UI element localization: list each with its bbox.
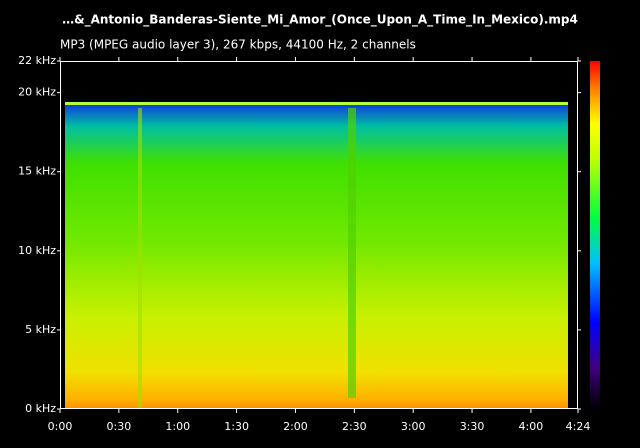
x-tick-label: 0:00 [48,420,73,433]
y-tick-label: 22 kHz [18,54,56,67]
subtitle: MP3 (MPEG audio layer 3), 267 kbps, 4410… [60,38,416,52]
x-tick-label: 3:30 [460,420,485,433]
x-tick-label: 1:30 [224,420,249,433]
x-tick-label: 4:00 [519,420,544,433]
spectrogram-image [65,102,568,409]
x-tick-label: 0:30 [107,420,132,433]
title: …&_Antonio_Banderas-Siente_Mi_Amor_(Once… [62,13,578,28]
plot-frame [60,61,578,409]
x-tick-label: 4:24 [566,420,591,433]
y-tick-label: 15 kHz [18,165,56,178]
spectrogram-edge [65,102,568,105]
spectrogram-stripe [138,108,142,408]
x-tick-label: 2:00 [283,420,308,433]
x-tick-label: 2:30 [342,420,367,433]
color-bar [590,61,600,409]
y-tick-label: 0 kHz [25,402,56,415]
spectrogram-stripe [348,108,356,398]
x-tick-label: 3:00 [401,420,426,433]
y-tick-label: 10 kHz [18,244,56,257]
y-tick-label: 20 kHz [18,86,56,99]
y-tick-label: 5 kHz [25,323,56,336]
x-tick-label: 1:00 [165,420,190,433]
